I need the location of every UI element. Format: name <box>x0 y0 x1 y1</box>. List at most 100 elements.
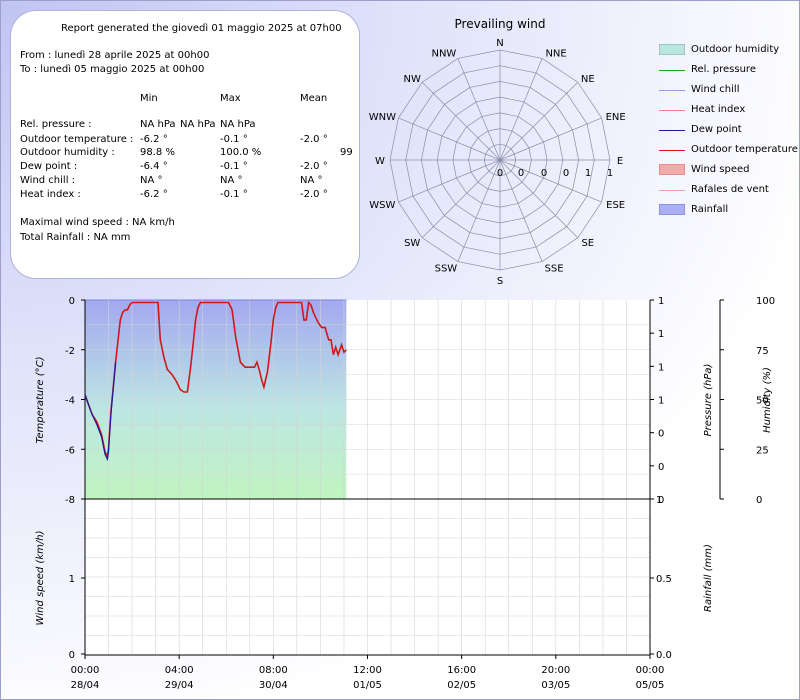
x-tick-time: 00:00 <box>71 665 100 676</box>
wind-rose-spoke <box>499 159 579 239</box>
legend-swatch <box>659 150 685 151</box>
legend-swatch <box>659 130 685 131</box>
col-min-header: Min <box>140 93 158 104</box>
wind-rose-spoke <box>499 159 543 262</box>
x-tick-date: 05/05 <box>636 680 665 691</box>
wind-axis-title: Wind speed (km/h) <box>35 531 46 626</box>
report-title: Report generated the giovedì 01 maggio 2… <box>61 23 342 34</box>
pressure-tick-label: 0 <box>658 429 664 440</box>
wind-tick-label: 0 <box>69 650 75 661</box>
row-max: NA ° <box>220 175 243 186</box>
legend-label: Heat index <box>691 104 746 115</box>
humidity-tick-label: 100 <box>756 296 775 307</box>
row-min: -6.2 ° <box>140 189 168 200</box>
wind-rose-spoke <box>457 159 501 262</box>
wind-direction-label: ESE <box>606 200 625 211</box>
x-tick-time: 12:00 <box>353 665 382 676</box>
x-tick-date: 29/04 <box>165 680 194 691</box>
col-mean-header: Mean <box>300 93 328 104</box>
legend-label: Outdoor temperature <box>691 144 798 155</box>
wind-rose-spoke <box>499 159 602 203</box>
row-min: NA ° <box>140 175 163 186</box>
rain-tick-label: 0.5 <box>656 574 672 585</box>
wind-direction-label: E <box>617 156 623 167</box>
pressure-tick-label: 0 <box>658 462 664 473</box>
row-max: NA hPa <box>220 119 256 130</box>
temperature-tick-label: -8 <box>65 495 75 506</box>
row-mean: NA ° <box>300 175 323 186</box>
wind-rose-spoke <box>398 159 501 203</box>
x-tick-time: 16:00 <box>447 665 476 676</box>
row-label: Wind chill : <box>20 175 76 186</box>
pressure-tick-label: 1 <box>658 329 664 340</box>
wind-rose-spoke <box>421 159 501 239</box>
wind-direction-label: WSW <box>369 200 395 211</box>
pressure-tick-label: 1 <box>658 362 664 373</box>
wind-direction-label: SSW <box>435 264 458 275</box>
row-max: 100.0 % <box>220 147 262 158</box>
x-tick-time: 04:00 <box>165 665 194 676</box>
outdoor-temperature-line <box>84 300 347 460</box>
pressure-axis-title: Pressure (hPa) <box>703 364 714 437</box>
legend-label: Rainfall <box>691 204 729 215</box>
wind-tick-label: 1 <box>69 574 75 585</box>
wind-direction-label: SE <box>581 238 594 249</box>
row-label: Rel. pressure : <box>20 119 92 130</box>
pressure-tick-label: 0 <box>658 495 664 506</box>
wind-direction-label: W <box>375 156 385 167</box>
wind-rose-spoke <box>499 117 602 161</box>
wind-rose-spoke <box>499 81 579 161</box>
row-label: Heat index : <box>20 189 81 200</box>
wind-direction-label: SSE <box>545 264 564 275</box>
x-tick-date: 28/04 <box>71 680 100 691</box>
humidity-tick-label: 75 <box>756 346 769 357</box>
row-mean: -2.0 ° <box>300 189 328 200</box>
wind-rose: N NNE NE ENE E ESE SE SSE S SSW SW WSW W WNW NW NNW 0 0 0 0… <box>369 38 626 287</box>
wind-rose-title: Prevailing wind <box>454 17 546 31</box>
row-max: -0.1 ° <box>220 189 248 200</box>
humidity-tick-label: 0 <box>756 495 762 506</box>
legend-label: Wind speed <box>691 164 750 175</box>
legend-swatch <box>659 44 685 55</box>
temperature-tick-label: -4 <box>65 396 75 407</box>
row-mean: -2.0 ° <box>300 134 328 145</box>
legend-label: Rel. pressure <box>691 64 756 75</box>
row-min: -6.2 ° <box>140 134 168 145</box>
humidity-tick-label: 25 <box>756 445 769 456</box>
wind-direction-label: NNW <box>431 48 456 59</box>
legend-swatch <box>659 204 685 215</box>
wind-rose-grid <box>389 49 611 271</box>
total-rain-text: Total Rainfall : NA mm <box>20 232 131 243</box>
row-min: -6.4 ° <box>140 161 168 172</box>
row-mean: 99 <box>340 147 353 158</box>
row-min: NA hPa <box>140 119 176 130</box>
row-min-extra: NA hPa <box>180 119 216 130</box>
legend-label: Wind chill <box>691 84 740 95</box>
wind-rose-radial-label: 0 <box>518 168 524 179</box>
legend-swatch <box>659 164 685 175</box>
report-to: To : lunedì 05 maggio 2025 at 00h00 <box>20 64 205 75</box>
pressure-tick-label: 1 <box>658 396 664 407</box>
x-tick-time: 08:00 <box>259 665 288 676</box>
wind-rose-spoke <box>457 58 501 161</box>
x-tick-time: 00:00 <box>636 665 665 676</box>
col-max-header: Max <box>220 93 241 104</box>
legend-label: Rafales de vent <box>691 184 769 195</box>
x-tick-date: 03/05 <box>541 680 570 691</box>
dew-point-line <box>84 362 117 462</box>
wind-rose-radial-label: 0 <box>563 168 569 179</box>
x-tick-date: 02/05 <box>447 680 476 691</box>
rain-axis-title: Rainfall (mm) <box>703 544 714 612</box>
row-label: Outdoor temperature : <box>20 134 134 145</box>
wind-rose-radial-label: 0 <box>541 168 547 179</box>
wind-rose-radial-label: 0 <box>497 168 503 179</box>
wind-direction-label: NNE <box>545 48 566 59</box>
legend-swatch <box>659 190 685 191</box>
temperature-tick-label: -2 <box>65 346 75 357</box>
rain-tick-label: 1 <box>656 495 662 506</box>
wind-rose-radial-label: 1 <box>585 168 591 179</box>
wind-direction-label: SW <box>404 238 420 249</box>
wind-direction-label: WNW <box>369 112 396 123</box>
chart-grid <box>85 300 650 655</box>
